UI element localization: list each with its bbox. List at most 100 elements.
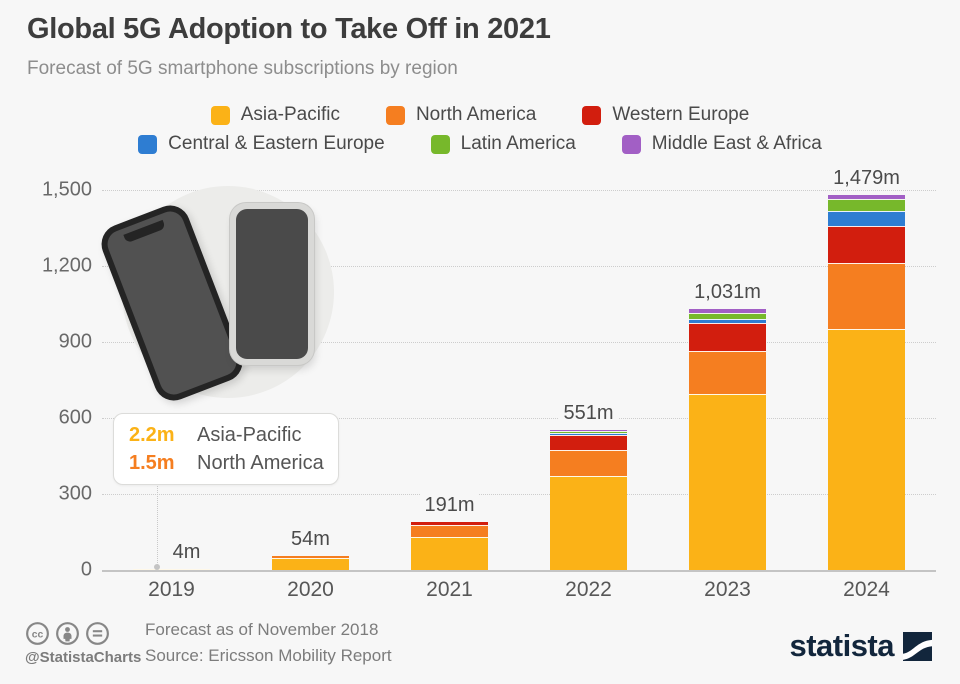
statista-charts-handle: @StatistaCharts: [25, 649, 142, 666]
bar-segment: [828, 328, 905, 570]
bar-segment: [550, 433, 627, 435]
bar-segment: [550, 430, 627, 432]
x-tick-label: 2020: [287, 578, 334, 601]
legend-swatch: [621, 134, 641, 154]
bar-stack: [411, 521, 488, 570]
y-tick-label: 1,500: [41, 178, 92, 201]
bar-segment: [689, 323, 766, 351]
smartphone-illustration-right: [230, 203, 314, 365]
bar-column: 1,031m: [658, 190, 797, 570]
bar-segment: [272, 556, 349, 559]
footer: cc @StatistaCharts Forecast as of Novemb…: [0, 608, 960, 684]
legend-row: Asia-Pacific North America Western Europe: [210, 104, 749, 126]
bar-stack: [689, 308, 766, 570]
baseline: [102, 570, 936, 572]
legend-label: Central & Eastern Europe: [168, 133, 385, 154]
legend-label: Western Europe: [612, 104, 750, 125]
gridline: [102, 494, 936, 495]
statista-logo-mark: [903, 631, 932, 661]
bar-segment: [828, 195, 905, 200]
columns: 4m 54m 191m 551m 1,031m 1,479m: [102, 167, 936, 570]
legend-row: Central & Eastern Europe Latin America Mid…: [138, 133, 822, 155]
tooltip-value: 2.2m: [129, 424, 175, 446]
gridline: [102, 418, 936, 419]
statista-logo: statista: [789, 628, 932, 664]
no-derivatives-icon: [86, 622, 109, 645]
tooltip-label: Asia-Pacific: [197, 424, 302, 446]
cc-license-icons: cc: [25, 621, 110, 646]
bar-stack: [550, 430, 627, 570]
x-tick-label: 2024: [843, 578, 890, 601]
bar-segment: [689, 313, 766, 319]
bar-total-label: 1,479m: [829, 167, 904, 191]
statista-logo-text: statista: [789, 628, 894, 663]
bar-stack: [133, 569, 210, 570]
bar-segment: [689, 318, 766, 324]
bar-column: 191m: [380, 190, 519, 570]
gridline: [102, 342, 936, 343]
bar-column: 54m: [241, 190, 380, 570]
bar-segment: [550, 476, 627, 570]
tooltip-row: 1.5m North America: [129, 449, 328, 477]
bar-segment: [550, 450, 627, 477]
y-tick-label: 1,200: [41, 254, 92, 277]
legend-label: North America: [415, 104, 537, 125]
attribution-icon: [56, 622, 79, 645]
legend-item: Asia-Pacific: [210, 104, 340, 126]
bar-segment: [411, 524, 488, 538]
bar-total-label: 191m: [420, 493, 479, 517]
plot-area: 4m 54m 191m 551m 1,031m 1,479m 2.2m Asia-Paci…: [95, 167, 936, 572]
legend-label: Latin America: [460, 133, 576, 154]
bar-segment: [272, 558, 349, 570]
bar-total-label: 4m: [168, 541, 205, 565]
bar-segment: [828, 211, 905, 226]
legend-item: Western Europe: [582, 104, 749, 126]
legend-swatch: [430, 134, 450, 154]
tooltip-anchor-dot: [154, 564, 160, 570]
legend-item: Middle East & Africa: [621, 133, 822, 155]
bar-segment: [689, 394, 766, 570]
tooltip-row: 2.2m Asia-Pacific: [129, 421, 328, 449]
smartphone-screen: [236, 209, 308, 359]
legend-item: North America: [385, 104, 537, 126]
legend-label: Middle East & Africa: [651, 133, 822, 154]
y-tick-label: 600: [58, 406, 92, 429]
tooltip-connector-line: [157, 483, 158, 567]
forecast-note: Forecast as of November 2018: [145, 620, 379, 639]
bar-segment: [828, 263, 905, 329]
bar-column: 4m: [102, 190, 241, 570]
legend-swatch: [138, 134, 158, 154]
bar-segment: [689, 308, 766, 314]
legend: Asia-Pacific North America Western Europe C…: [0, 104, 960, 155]
bar-segment: [411, 537, 488, 570]
bar-total-label: 1,031m: [690, 280, 765, 304]
bar-stack: [272, 556, 349, 570]
x-tick-label: 2019: [148, 578, 195, 601]
bar-column: 1,479m: [797, 167, 936, 570]
legend-swatch: [385, 105, 405, 125]
bar-total-label: 551m: [559, 402, 618, 426]
bar-total-label: 54m: [287, 528, 334, 552]
tooltip-label: North America: [197, 452, 324, 474]
bar-segment: [550, 431, 627, 434]
gridline: [102, 190, 936, 191]
cc-icon: cc: [26, 622, 49, 645]
source-note: Source: Ericsson Mobility Report: [145, 646, 392, 665]
legend-swatch: [210, 105, 230, 125]
x-tick-label: 2022: [565, 578, 612, 601]
bar-segment: [133, 569, 210, 570]
bar-segment: [828, 199, 905, 212]
page-title: Global 5G Adoption to Take Off in 2021: [27, 13, 551, 45]
legend-item: Latin America: [430, 133, 576, 155]
gridline: [102, 266, 936, 267]
bar-stack: [828, 195, 905, 570]
y-tick-label: 0: [80, 558, 92, 581]
legend-label: Asia-Pacific: [240, 104, 340, 125]
svg-text:cc: cc: [32, 629, 44, 640]
bar-segment: [550, 434, 627, 451]
legend-swatch: [582, 105, 602, 125]
bar-segment: [828, 226, 905, 264]
tooltip-2019: 2.2m Asia-Pacific 1.5m North America: [113, 413, 339, 485]
y-tick-label: 300: [58, 482, 92, 505]
bar-segment: [689, 350, 766, 395]
